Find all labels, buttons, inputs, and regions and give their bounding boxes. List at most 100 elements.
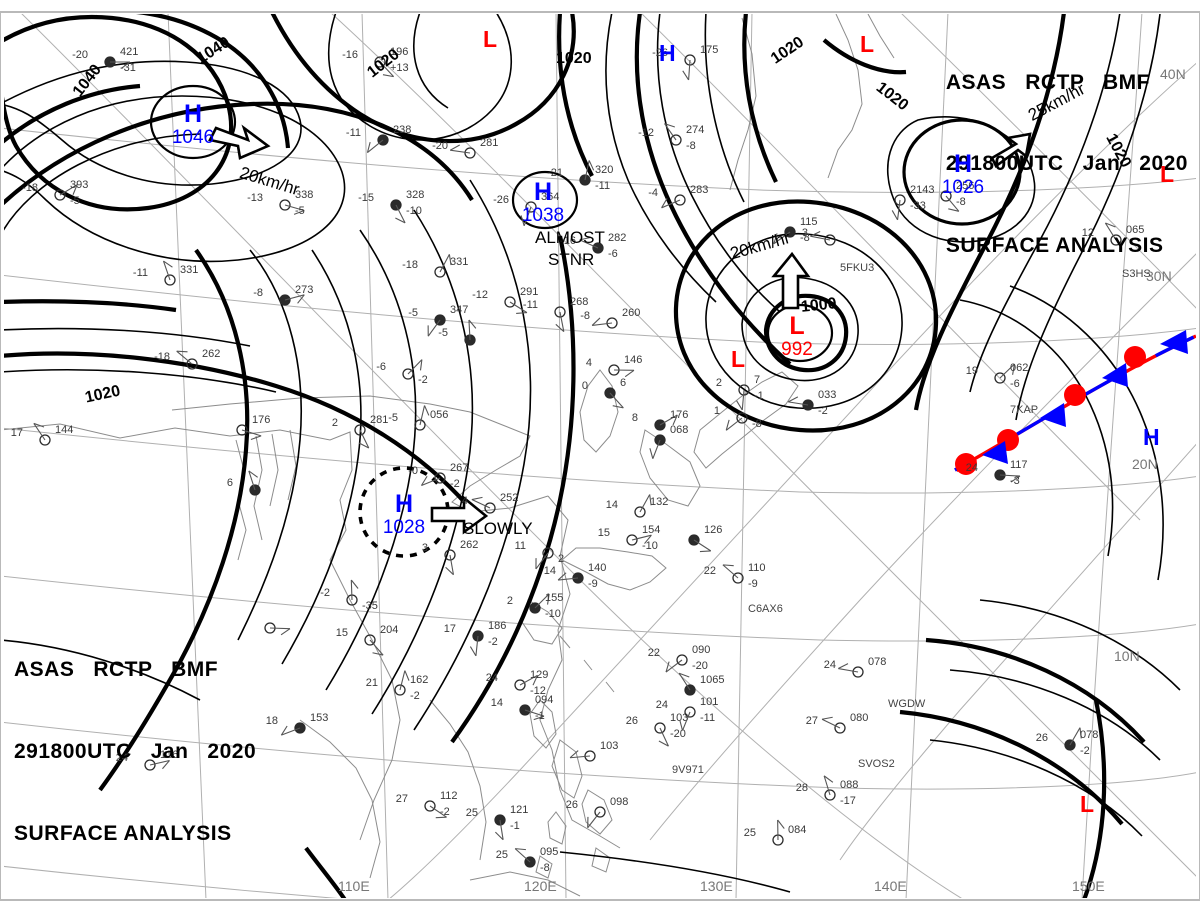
wind-barb-stem [399,670,406,691]
station-model: 115-8 [773,216,818,245]
station-temperature: -21 [547,167,563,179]
wind-barb-feather [810,231,821,237]
wind-barb-feather [665,661,670,673]
station-temperature: 2 [507,595,513,607]
station-pressure: 101 [700,696,718,708]
wind-barb-feather [664,123,675,128]
station-pressure: 140 [588,562,606,574]
wind-barb-feather [516,312,528,315]
wind-barb-stem [693,539,712,552]
wind-barb-stem [471,499,491,509]
station-pressure: 098 [610,796,628,808]
station-temperature: 28 [796,782,808,794]
wind-barb-feather [445,566,454,576]
wind-barb-stem [395,204,406,224]
station-circle [674,194,686,206]
station-circle [654,722,666,734]
station-model: 21 162 -2 [366,670,428,702]
wind-barb-stem [639,494,651,513]
wind-barb-stem [664,123,677,141]
wind-barb-feather [649,448,654,459]
station-circle [374,56,386,68]
cold-front-barbs [982,330,1188,464]
header-title-block: ASAS RCTP BMF 291800UTC Jan 2020 SURFACE… [946,14,1188,314]
station-circle [894,194,906,206]
station-pressure: 153 [310,712,328,724]
station-dewpoint: -6 [1010,378,1020,390]
wind-barb-stem [59,184,78,196]
station-dewpoint: -3 [1010,475,1020,487]
station-model: -2 -35 [320,579,378,612]
high-1046-center-ring [149,84,237,160]
station-circle [594,806,606,818]
station-circle [852,666,864,678]
wind-barb-stem [681,711,691,731]
station-pressure: 281 [370,414,388,426]
station-dewpoint: -2 [450,478,460,490]
station-circle [525,201,537,213]
wind-barb-stem [945,195,960,212]
station-dewpoint: -2 [1080,745,1090,757]
station-pressure: 267 [450,462,468,474]
station-temperature: 4 [462,495,468,507]
wind-barb-feather [661,198,668,209]
station-model: 24 101 -11 [656,696,718,731]
wind-barb-feather [736,400,743,411]
station-circle [484,502,496,514]
station-dewpoint: -8 [752,418,762,430]
station-circle [824,234,836,246]
station-model: -16 196 +13 [342,46,409,78]
wind-barb-stem [269,627,291,630]
station-model: -5 056 [388,405,448,431]
wind-barb-feather [469,646,477,657]
wind-barb-stem [419,405,426,426]
station-pressure: 056 [430,409,448,421]
station-pressure: 291 [520,286,538,298]
wind-barb-stem [631,534,652,541]
wind-barb-stem [659,414,678,426]
wind-barb-feather [1012,364,1015,375]
station-pressure: 273 [295,284,313,296]
station-dewpoint: -8 [540,862,550,874]
station-pressure: 115 [800,216,818,228]
station-circle [684,706,696,718]
wind-barb-feather [297,294,305,304]
station-pressure: 320 [595,164,613,176]
station-model: -20 421 -31 [72,46,138,74]
station-model: 18 153 [266,712,328,736]
station-dewpoint: -10 [642,540,658,552]
station-model: -11 238 [346,124,411,154]
wind-barb-stem [788,401,809,406]
station-dewpoint: -2 [818,405,828,417]
station-circle [164,274,176,286]
station-model: 27 080 [806,712,868,734]
station-dewpoint: -1 [510,820,520,832]
station-dewpoint: -8 [800,232,810,244]
station-model: 24 136 [116,749,178,771]
station-temperature: 14 [491,697,503,709]
wind-barb-stem [33,423,46,441]
station-circle [444,549,456,561]
station-temperature: 26 [566,799,578,811]
station-dewpoint: -2 [410,690,420,702]
wind-barb-stem [281,727,301,736]
station-model: 22 110 -9 [704,562,766,590]
station-temperature: 22 [704,565,716,577]
wind-barb-feather [588,160,595,171]
station-temperature: 2 [716,377,722,389]
wind-barb-feather [591,317,601,326]
station-pressure: 268 [570,296,588,308]
wind-barb-stem [609,392,624,409]
station-temperature: 2 [332,417,338,429]
wind-barb-feather [280,725,288,736]
station-pressure: 078 [1080,729,1098,741]
station-temperature: -18 [402,259,418,271]
station-pressure: 062 [1010,362,1028,374]
station-pressure: 6 [620,377,626,389]
station-pressure: 155 [545,592,563,604]
wind-barb-feather [250,435,262,441]
wind-barb-feather [358,442,370,449]
station-pressure: 103 [600,740,618,752]
wind-barb-stem [688,59,691,80]
